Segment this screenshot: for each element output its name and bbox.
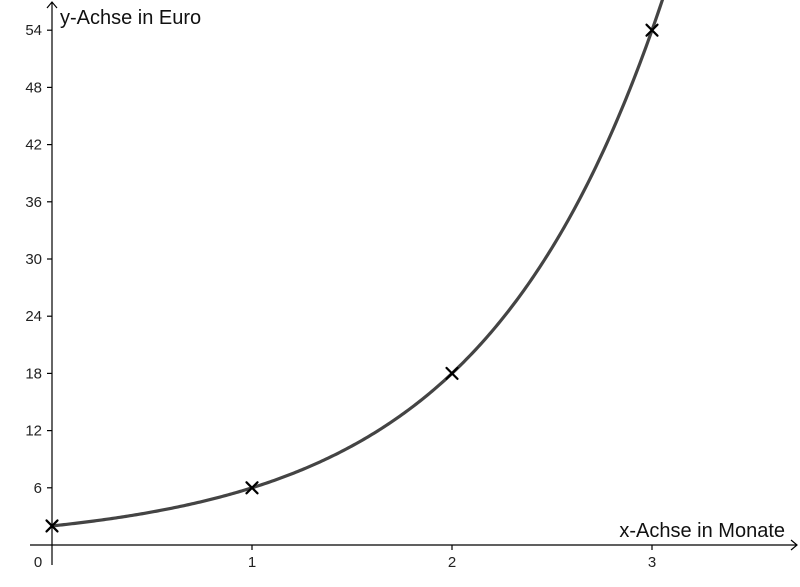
- function-curve: [50, 0, 665, 528]
- y-tick-label: 24: [25, 308, 42, 325]
- data-point-marker: [645, 23, 659, 37]
- y-tick-label: 30: [25, 251, 42, 268]
- x-tick-label: 1: [248, 554, 256, 571]
- y-axis-title: y-Achse in Euro: [60, 7, 201, 29]
- origin-label: 0: [34, 554, 42, 571]
- y-tick-label: 12: [25, 423, 42, 440]
- x-tick-label: 2: [448, 554, 456, 571]
- y-tick-label: 18: [25, 365, 42, 382]
- data-points: [45, 23, 659, 533]
- x-axis-title: x-Achse in Monate: [619, 520, 785, 542]
- y-axis-arrow: [46, 1, 58, 9]
- data-point-marker: [45, 519, 59, 533]
- data-point-marker: [445, 366, 459, 380]
- y-tick-label: 42: [25, 137, 42, 154]
- x-tick-label: 3: [648, 554, 656, 571]
- y-tick-label: 48: [25, 79, 42, 96]
- axes: [30, 1, 798, 565]
- y-tick-label: 54: [25, 22, 42, 39]
- data-point-marker: [245, 481, 259, 495]
- y-tick-label: 36: [25, 194, 42, 211]
- x-axis-arrow: [790, 539, 798, 551]
- y-tick-label: 6: [34, 480, 42, 497]
